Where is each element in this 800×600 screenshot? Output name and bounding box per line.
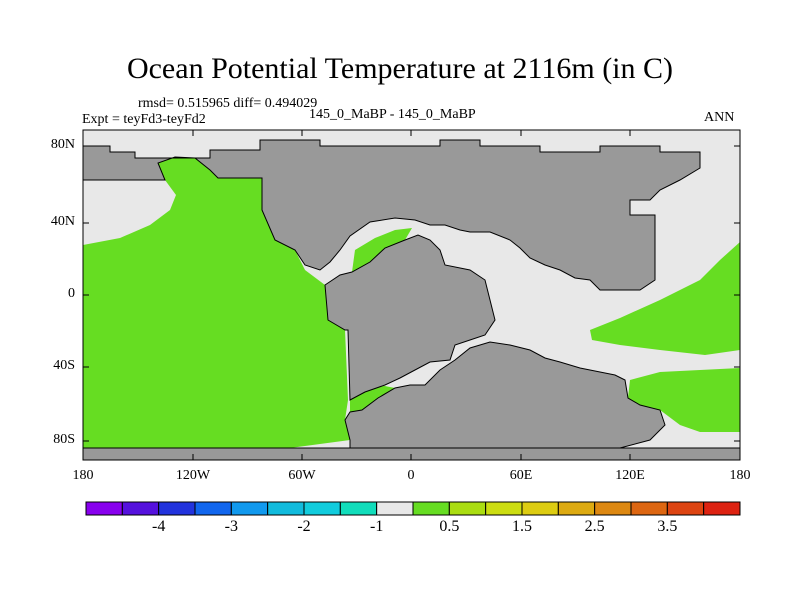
experiment-label: Expt = teyFd3-teyFd2 <box>82 112 206 127</box>
colorbar-swatch <box>339 501 378 516</box>
positive-anomaly-tethys <box>352 228 412 272</box>
map-plot-area <box>82 130 741 461</box>
positive-anomaly-east-2 <box>628 368 740 432</box>
colorbar <box>85 501 741 516</box>
latitude-ticks <box>83 145 740 442</box>
map-title: Ocean Potential Temperature at 2116m (in… <box>126 52 674 85</box>
lat-tick-label: 40N <box>50 214 75 229</box>
colorbar-tick-label: 1.5 <box>512 518 532 535</box>
lon-tick-label: 60W <box>288 468 316 483</box>
lon-tick-label: 120W <box>175 468 211 483</box>
colorbar-swatch <box>158 501 196 516</box>
colorbar-swatch <box>594 501 632 516</box>
colorbar-swatch <box>194 501 232 516</box>
lon-tick-label: 60E <box>509 468 533 483</box>
colorbar-tick-label: -2 <box>297 518 311 535</box>
lat-tick-label: 0 <box>68 286 75 301</box>
colorbar-swatch <box>412 501 450 516</box>
positive-anomaly-south-atlantic <box>350 385 395 412</box>
lat-tick-label: 80N <box>50 137 75 152</box>
colorbar-swatch <box>557 501 596 516</box>
colorbar-swatch <box>376 501 414 516</box>
colorbar-tick-label: -3 <box>224 518 238 535</box>
colorbar-swatch <box>666 501 705 516</box>
colorbar-swatch <box>630 501 668 516</box>
positive-anomaly-east-1 <box>590 242 740 355</box>
colorbar-tick-label: 0.5 <box>439 518 460 535</box>
colorbar-swatch <box>448 501 487 516</box>
lon-tick-label: 120E <box>615 468 645 483</box>
stats-text: rmsd= 0.515965 diff= 0.494029 <box>138 96 318 111</box>
longitude-ticks <box>82 130 741 460</box>
colorbar-tick-label: -1 <box>369 518 384 535</box>
colorbar-swatch <box>703 501 741 516</box>
lon-tick-label: 180 <box>72 468 94 483</box>
lat-tick-label: 80S <box>53 432 75 447</box>
colorbar-swatch <box>303 501 341 516</box>
colorbar-tick-label: 3.5 <box>657 518 678 535</box>
lon-tick-label: 0 <box>407 468 415 483</box>
period-label: 145_0_MaBP - 145_0_MaBP <box>309 107 476 122</box>
land-africa-tethys <box>324 234 496 401</box>
season-label: ANN <box>704 110 735 125</box>
lat-tick-label: 40S <box>53 358 75 373</box>
colorbar-swatch <box>521 501 559 516</box>
lon-tick-label: 180 <box>729 468 751 483</box>
colorbar-swatch <box>267 501 305 516</box>
colorbar-swatch <box>121 501 160 516</box>
colorbar-swatch <box>485 501 523 516</box>
land-north <box>82 139 701 291</box>
colorbar-swatch <box>230 501 269 516</box>
colorbar-tick-label: -4 <box>151 518 166 535</box>
colorbar-swatch <box>85 501 123 516</box>
colorbar-tick-label: 2.5 <box>584 518 605 535</box>
positive-anomaly-pacific <box>83 157 350 448</box>
